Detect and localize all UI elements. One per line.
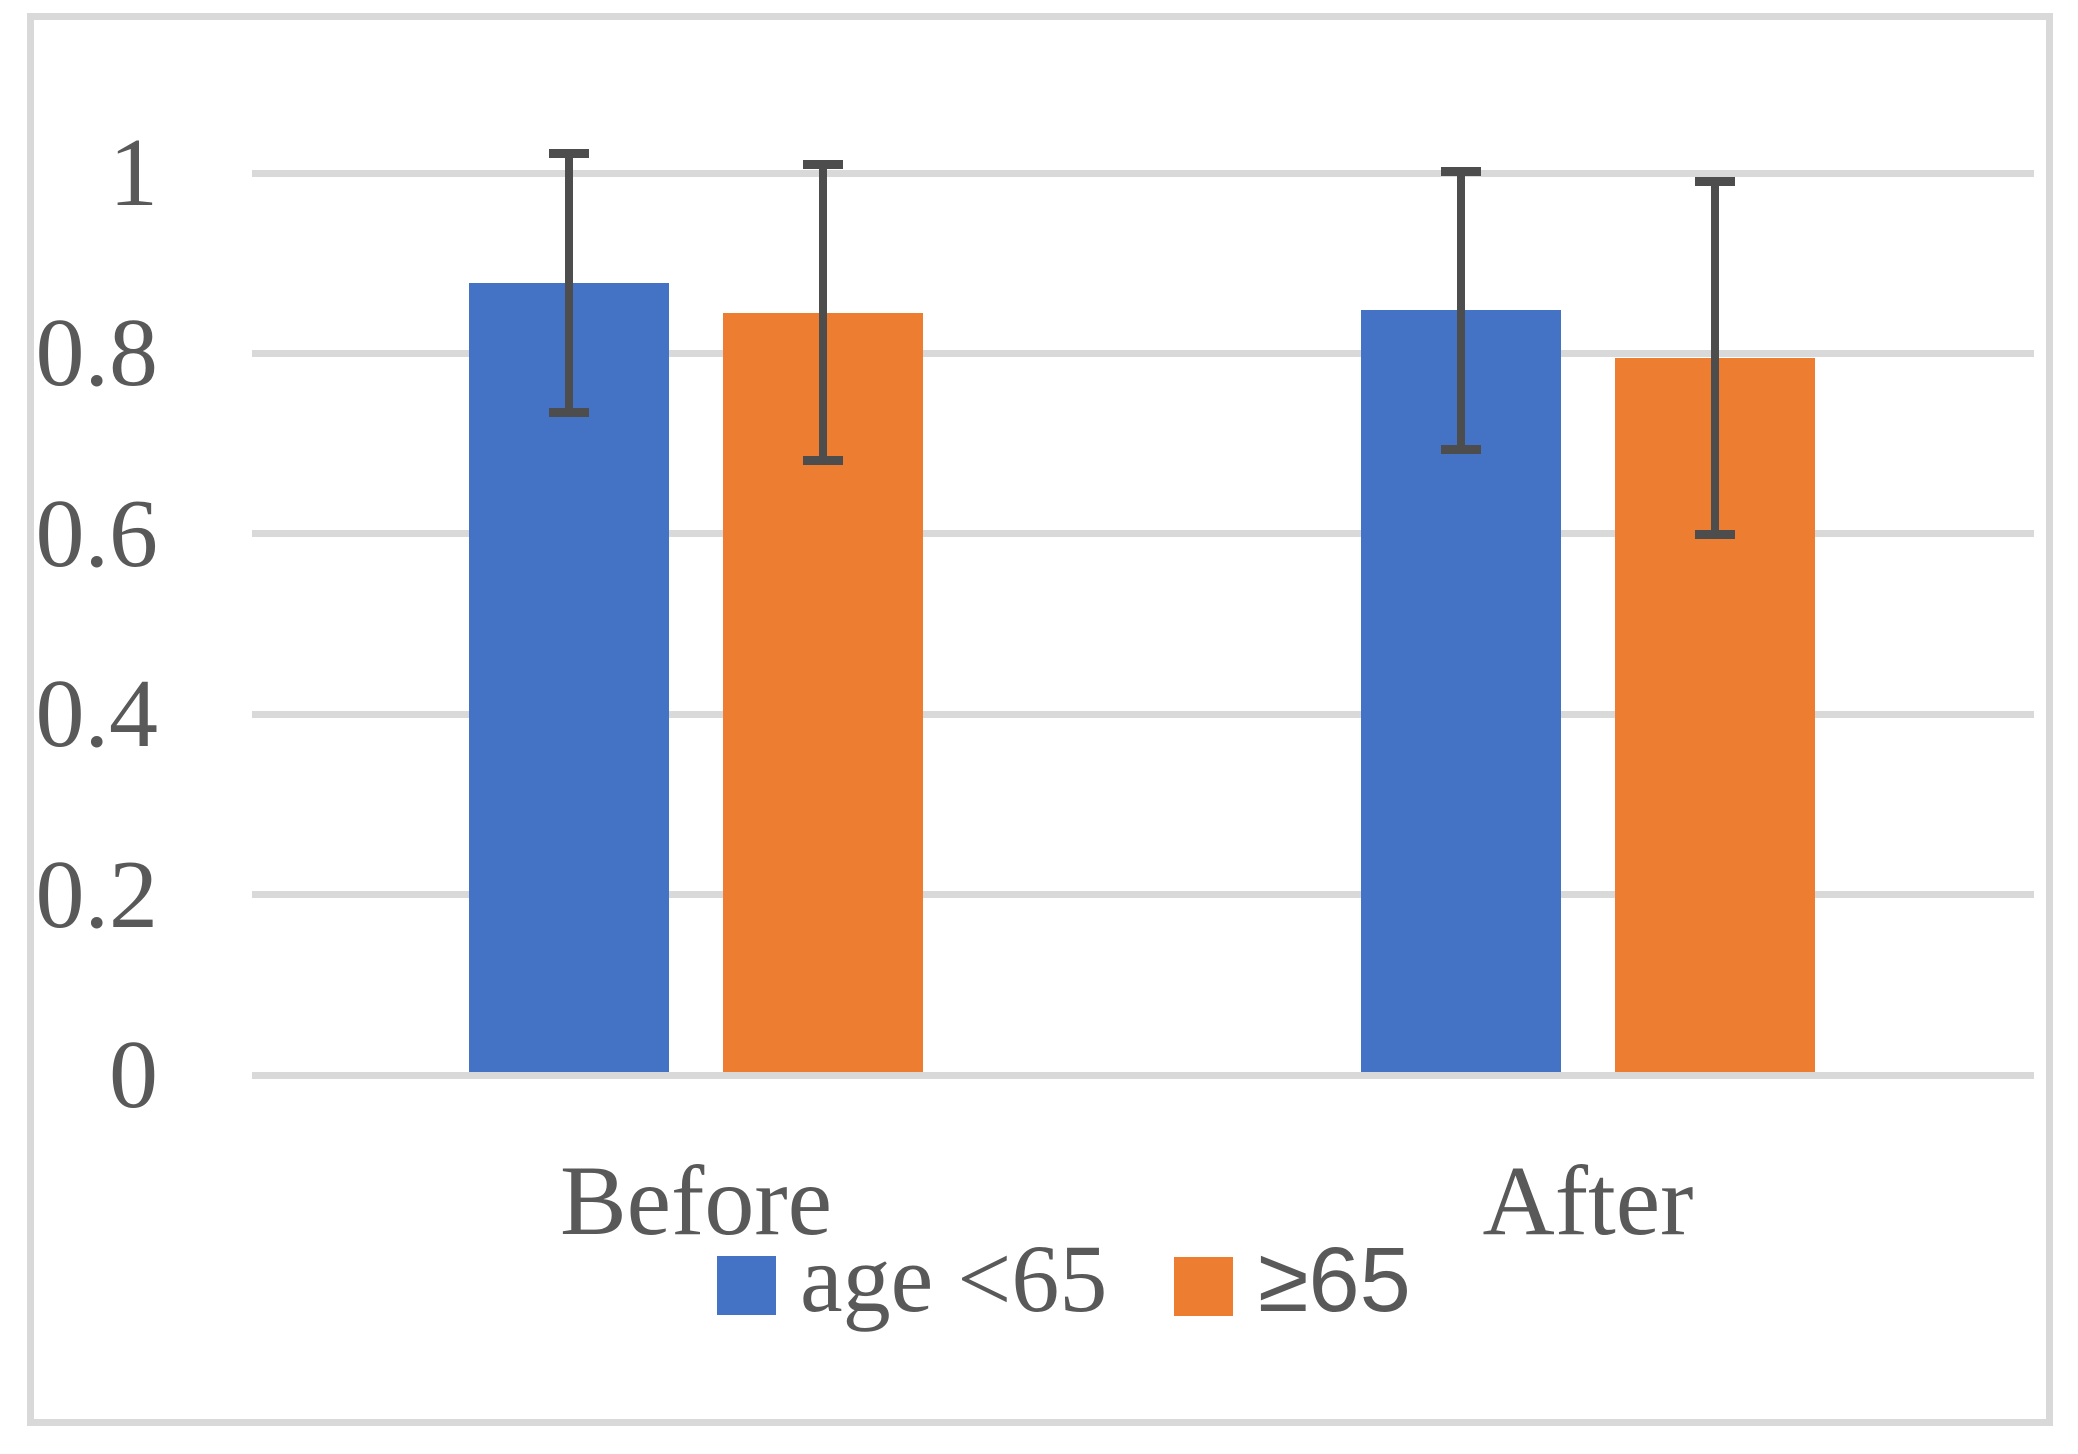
- gridline-y-0: [252, 1071, 2034, 1079]
- error-bar-cap-top-after-65: [1695, 176, 1736, 186]
- y-tick-label-0.8: 0.8: [35, 299, 159, 408]
- error-bar-line-before-65: [819, 164, 828, 461]
- y-tick-label-0: 0: [109, 1021, 158, 1129]
- gridline-y-0.8: [252, 349, 2034, 357]
- error-bar-cap-top-after-age-65: [1440, 166, 1481, 176]
- error-bar-line-after-age-65: [1456, 171, 1465, 449]
- error-bar-cap-bottom-before-age-65: [548, 408, 589, 418]
- error-bar-cap-top-before-age-65: [548, 148, 589, 158]
- y-tick-label-1: 1: [109, 119, 158, 227]
- error-bar-cap-bottom-before-65: [803, 456, 844, 466]
- legend-swatch-age-65: [717, 1256, 776, 1315]
- error-bar-line-after-65: [1711, 181, 1720, 535]
- error-bar-line-before-age-65: [564, 153, 573, 413]
- gridline-y-1: [252, 169, 2034, 177]
- error-bar-cap-top-before-65: [803, 160, 844, 170]
- legend-swatch-65: [1174, 1257, 1233, 1316]
- error-bar-cap-bottom-after-age-65: [1440, 444, 1481, 454]
- y-tick-label-0.2: 0.2: [35, 840, 159, 949]
- error-bar-cap-bottom-after-65: [1695, 530, 1736, 540]
- legend-label-age-65: age <65: [800, 1225, 1108, 1332]
- category-label-after: After: [1482, 1145, 1694, 1256]
- category-label-before: Before: [559, 1145, 833, 1256]
- y-tick-label-0.4: 0.4: [35, 660, 159, 769]
- gridline-y-0.2: [252, 891, 2034, 899]
- legend-label-65: ≥65: [1258, 1229, 1411, 1331]
- gridline-y-0.6: [252, 530, 2034, 538]
- chart-frame-border: [27, 13, 2053, 1426]
- gridline-y-0.4: [252, 710, 2034, 718]
- y-tick-label-0.6: 0.6: [35, 479, 159, 588]
